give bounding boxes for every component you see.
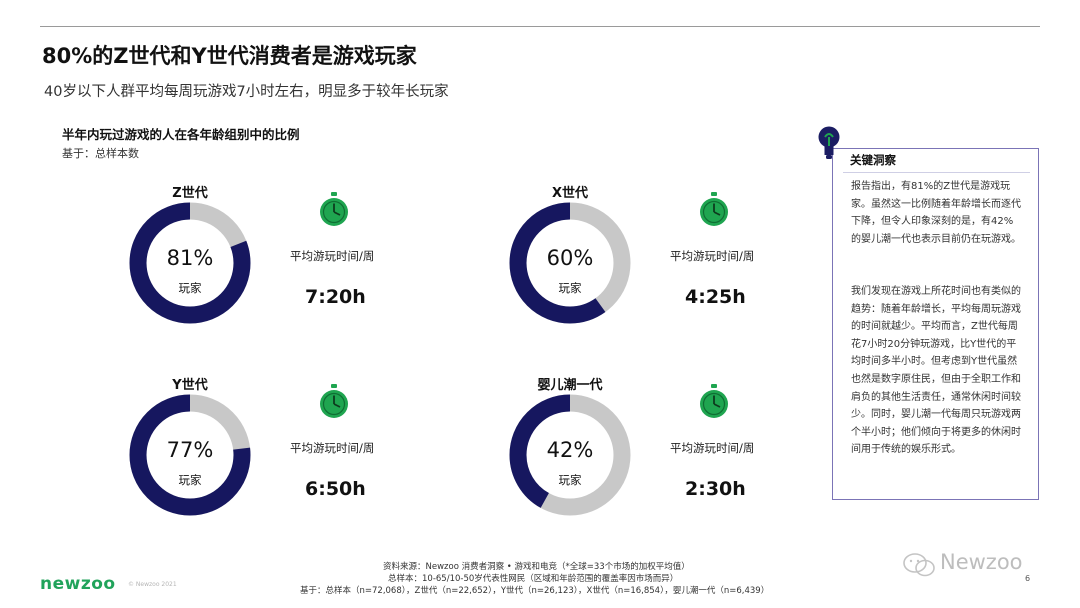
page-number: 6: [1025, 574, 1031, 583]
avg-time-value: 2:30h: [685, 478, 746, 500]
donut-chart: [129, 394, 251, 516]
insight-paragraph-1: 报告指出，有81%的Z世代是游戏玩家。虽然这一比例随着年龄增长而逐代下降，但令人…: [851, 181, 1021, 245]
newzoo-logo: newzoo: [40, 574, 116, 594]
top-divider: [40, 26, 1040, 27]
base-note: 基于：总样本数: [62, 147, 139, 160]
copyright-text: © Newzoo 2021: [128, 581, 177, 588]
donut-player-slice: [129, 202, 251, 324]
insight-paragraph-2: 我们发现在游戏上所花时间也有类似的趋势：随着年龄增长，平均每周玩游戏的时间就越少…: [851, 286, 1021, 456]
donut-chart: [129, 202, 251, 324]
donut-panel: X世代 60% 玩家 平均游玩时间/周 4:25h: [505, 182, 835, 382]
insight-heading: 关键洞察: [850, 153, 896, 167]
chart-title: 半年内玩过游戏的人在各年龄组别中的比例: [62, 127, 300, 142]
player-label: 玩家: [178, 281, 202, 295]
generation-label: Z世代: [172, 186, 208, 201]
percentage-label: 77%: [166, 438, 214, 462]
donut-panel: Y世代 77% 玩家 平均游玩时间/周 6:50h: [125, 374, 455, 574]
stopwatch-icon: [700, 192, 728, 226]
avg-time-label: 平均游玩时间/周: [670, 249, 755, 263]
player-label: 玩家: [178, 473, 202, 487]
donut-player-slice: [509, 202, 631, 324]
generation-label: Y世代: [172, 378, 208, 393]
insight-box: [832, 148, 1039, 500]
avg-time-value: 7:20h: [305, 286, 366, 308]
wechat-icon: [903, 553, 935, 577]
donut-player-slice: [509, 394, 631, 516]
sample-note: 总样本：10-65/10-50岁代表性网民（区域和年龄范围的覆盖率因市场而异）: [388, 574, 679, 584]
stopwatch-icon: [320, 192, 348, 226]
lightbulb-icon: [818, 126, 840, 159]
player-label: 玩家: [558, 473, 582, 487]
source-note: 资料来源：Newzoo 消费者洞察 • 游戏和电竞（*全球=33个市场的加权平均…: [383, 562, 690, 572]
player-label: 玩家: [558, 281, 582, 295]
generation-label: X世代: [551, 186, 589, 201]
page-subtitle: 40岁以下人群平均每周玩游戏7小时左右，明显多于较年长玩家: [44, 84, 449, 100]
avg-time-value: 4:25h: [685, 286, 746, 308]
avg-time-label: 平均游玩时间/周: [670, 441, 755, 455]
stopwatch-icon: [700, 384, 728, 418]
donut-panel: Z世代 81% 玩家 平均游玩时间/周 7:20h: [125, 182, 455, 382]
donut-player-slice: [129, 394, 251, 516]
page-title: 80%的Z世代和Y世代消费者是游戏玩家: [42, 44, 417, 68]
percentage-label: 81%: [166, 246, 214, 270]
insight-divider: [843, 172, 1030, 173]
avg-time-label: 平均游玩时间/周: [290, 249, 375, 263]
donut-panel: 婴儿潮一代 42% 玩家 平均游玩时间/周 2:30h: [505, 374, 835, 574]
stopwatch-icon: [320, 384, 348, 418]
generation-label: 婴儿潮一代: [537, 378, 603, 393]
avg-time-value: 6:50h: [305, 478, 366, 500]
donut-chart: [509, 202, 631, 324]
watermark: Newzoo: [940, 550, 1023, 574]
percentage-label: 60%: [546, 246, 594, 270]
donut-chart: [509, 394, 631, 516]
avg-time-label: 平均游玩时间/周: [290, 441, 375, 455]
percentage-label: 42%: [546, 438, 594, 462]
base-counts-note: 基于：总样本（n=72,068），Z世代（n=22,652），Y世代（n=26,…: [300, 586, 770, 596]
